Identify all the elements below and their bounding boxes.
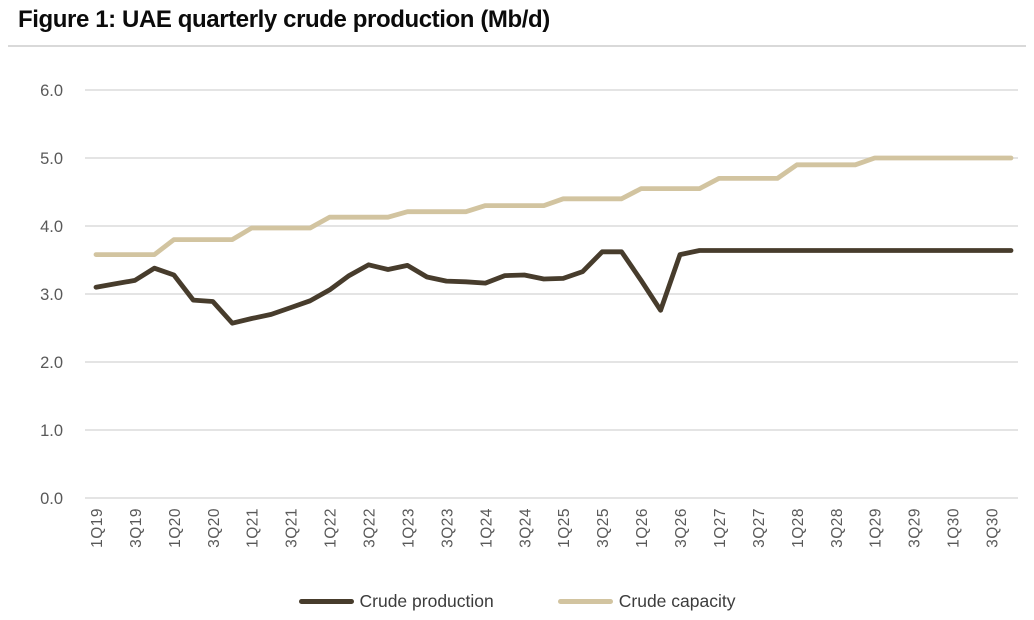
x-axis-label: 3Q24 (517, 508, 534, 548)
production-line (93, 248, 1014, 326)
y-axis-label: 6.0 (40, 82, 63, 100)
x-axis-label: 3Q20 (206, 508, 223, 548)
x-axis-label: 1Q21 (245, 508, 262, 548)
title-separator (8, 45, 1026, 47)
x-axis-label: 3Q28 (829, 508, 846, 548)
legend-item-capacity: Crude capacity (557, 591, 736, 612)
x-axis-label: 3Q25 (595, 508, 612, 548)
legend-item-production: Crude production (298, 591, 494, 612)
legend-label-production: Crude production (359, 591, 494, 611)
legend: Crude production Crude capacity (0, 591, 1034, 612)
y-axis-label: 2.0 (40, 354, 63, 372)
y-axis-label: 4.0 (40, 218, 63, 236)
x-axis-label: 1Q25 (556, 508, 573, 548)
y-axis-label: 0.0 (40, 490, 63, 508)
x-axis-label: 1Q27 (712, 508, 729, 548)
x-axis-label: 3Q23 (439, 508, 456, 548)
capacity-line (93, 155, 1014, 258)
x-axis-label: 1Q30 (946, 508, 963, 548)
x-axis-label: 3Q19 (128, 508, 145, 548)
x-axis-label: 3Q26 (673, 508, 690, 548)
production-line-swatch (298, 598, 354, 605)
y-axis-label: 5.0 (40, 150, 63, 168)
x-axis-label: 3Q29 (907, 508, 924, 548)
x-axis-label: 3Q27 (751, 508, 768, 548)
x-axis-label: 3Q21 (284, 508, 301, 548)
x-axis-label: 1Q23 (400, 508, 417, 548)
capacity-line-swatch (557, 598, 613, 605)
legend-label-capacity: Crude capacity (618, 591, 736, 611)
x-axis-label: 1Q24 (478, 508, 495, 548)
y-axis-label: 3.0 (40, 286, 63, 304)
x-axis-label: 3Q30 (985, 508, 1002, 548)
x-axis-label: 3Q22 (362, 508, 379, 548)
x-axis-label: 1Q19 (89, 508, 106, 548)
x-axis-label: 1Q20 (167, 508, 184, 548)
chart-title: Figure 1: UAE quarterly crude production… (18, 6, 550, 33)
y-axis-label: 1.0 (40, 422, 63, 440)
x-axis-label: 1Q22 (323, 508, 340, 548)
x-axis-label: 1Q28 (790, 508, 807, 548)
x-axis-label: 1Q29 (868, 508, 885, 548)
x-axis-label: 1Q26 (634, 508, 651, 548)
